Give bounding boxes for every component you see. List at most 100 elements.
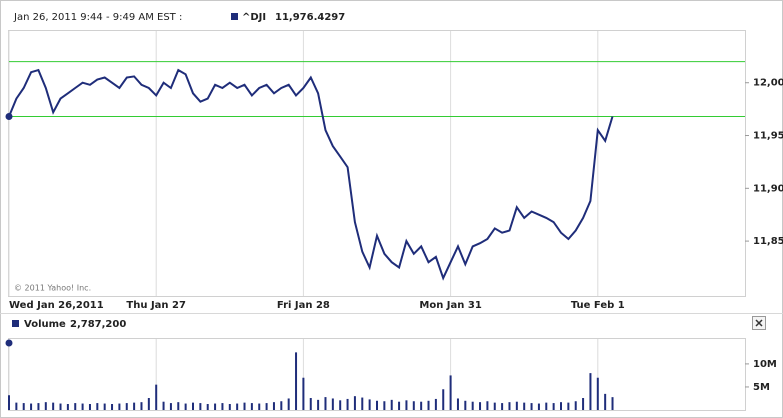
volume-bar bbox=[390, 399, 393, 410]
volume-bar bbox=[405, 400, 408, 410]
price-plot-area bbox=[8, 30, 746, 297]
y-tick-label: 11,950 bbox=[753, 131, 783, 142]
volume-bar bbox=[133, 402, 136, 410]
volume-bar bbox=[125, 403, 128, 410]
volume-bar bbox=[560, 402, 562, 410]
volume-bar bbox=[30, 403, 33, 410]
volume-bar bbox=[295, 352, 298, 410]
volume-bar bbox=[52, 402, 55, 410]
volume-bar bbox=[604, 393, 607, 410]
volume-bar bbox=[81, 403, 84, 410]
volume-bar bbox=[37, 403, 40, 410]
volume-bar bbox=[368, 399, 371, 410]
volume-bar bbox=[434, 398, 437, 410]
volume-bar bbox=[537, 403, 540, 410]
close-button[interactable] bbox=[752, 316, 766, 330]
legend-name: ^DJI bbox=[242, 12, 266, 23]
volume-bar bbox=[331, 398, 334, 410]
legend-quote: 11,976.4297 bbox=[275, 12, 345, 23]
volume-bar bbox=[530, 403, 533, 410]
x-tick-label: Fri Jan 28 bbox=[277, 300, 330, 311]
volume-bar bbox=[280, 401, 283, 410]
volume-bar bbox=[265, 403, 268, 410]
volume-bar bbox=[339, 400, 342, 410]
x-tick-label: Thu Jan 27 bbox=[126, 300, 186, 311]
volume-swatch bbox=[12, 320, 19, 327]
y-tick-label: 11,900 bbox=[753, 183, 783, 194]
volume-bar bbox=[192, 402, 194, 410]
volume-bar bbox=[103, 403, 106, 410]
volume-bar bbox=[545, 402, 548, 410]
volume-bar bbox=[184, 403, 187, 410]
volume-bar bbox=[8, 395, 10, 410]
volume-name: Volume bbox=[24, 319, 66, 330]
y-tick-label: 12,000 bbox=[753, 78, 783, 89]
volume-bar bbox=[169, 403, 172, 410]
volume-bar bbox=[74, 403, 77, 410]
volume-bar bbox=[88, 404, 91, 410]
volume-quote: 2,787,200 bbox=[70, 319, 126, 330]
volume-bar bbox=[456, 398, 459, 410]
volume-bar bbox=[287, 398, 290, 410]
x-tick-label: Tue Feb 1 bbox=[571, 300, 625, 311]
volume-bar bbox=[412, 401, 415, 410]
y-tick-label: 5M bbox=[753, 382, 770, 393]
volume-bar bbox=[221, 403, 224, 410]
volume-bar bbox=[493, 402, 496, 410]
header-text: Jan 26, 2011 9:44 - 9:49 AM EST : bbox=[13, 12, 182, 23]
volume-bar bbox=[155, 384, 158, 410]
volume-bar bbox=[574, 401, 577, 410]
volume-bar bbox=[346, 398, 349, 410]
volume-bar bbox=[258, 403, 261, 410]
volume-bar bbox=[427, 400, 430, 410]
volume-bar bbox=[118, 403, 121, 410]
volume-bar bbox=[479, 402, 482, 410]
volume-bar bbox=[250, 403, 253, 410]
volume-bar bbox=[317, 399, 320, 410]
volume-bar bbox=[236, 403, 239, 410]
x-tick-label: Mon Jan 31 bbox=[419, 300, 481, 311]
volume-bar bbox=[376, 400, 378, 410]
volume-bar bbox=[611, 397, 614, 410]
volume-bar bbox=[96, 403, 99, 410]
volume-bar bbox=[66, 404, 69, 410]
volume-bar bbox=[22, 403, 25, 410]
legend-swatch bbox=[231, 13, 238, 20]
volume-bar bbox=[324, 397, 327, 410]
volume-bar bbox=[243, 402, 246, 410]
volume-bar bbox=[508, 402, 511, 410]
start-marker bbox=[5, 113, 13, 121]
volume-bar bbox=[214, 403, 217, 410]
volume-bar bbox=[111, 404, 114, 410]
volume-bar bbox=[552, 403, 555, 410]
y-tick-label: 10M bbox=[753, 359, 777, 370]
volume-bar bbox=[486, 401, 489, 410]
volume-bar bbox=[471, 401, 474, 410]
volume-bar bbox=[353, 396, 356, 410]
volume-bar bbox=[442, 389, 445, 410]
volume-bar bbox=[147, 398, 150, 410]
volume-bar bbox=[567, 402, 570, 410]
volume-bar bbox=[420, 401, 423, 410]
x-tick-label: Wed Jan 26,2011 bbox=[9, 300, 104, 311]
volume-bar bbox=[596, 377, 599, 410]
volume-bar bbox=[582, 398, 585, 410]
volume-plot-area bbox=[8, 338, 746, 411]
volume-bar bbox=[228, 404, 231, 410]
copyright: © 2011 Yahoo! Inc. bbox=[14, 284, 91, 293]
volume-bar bbox=[464, 400, 467, 410]
start-marker bbox=[5, 339, 13, 347]
volume-bar bbox=[523, 402, 526, 410]
volume-bar bbox=[44, 402, 47, 410]
y-tick-label: 11,850 bbox=[753, 236, 783, 247]
volume-bar bbox=[515, 401, 518, 410]
volume-bar bbox=[302, 377, 305, 410]
volume-bar bbox=[309, 398, 312, 410]
volume-bar bbox=[162, 401, 165, 410]
volume-bar bbox=[177, 402, 180, 410]
volume-bar bbox=[361, 397, 364, 410]
volume-bar bbox=[15, 402, 18, 410]
volume-bar bbox=[199, 403, 202, 410]
volume-bar bbox=[589, 373, 592, 410]
